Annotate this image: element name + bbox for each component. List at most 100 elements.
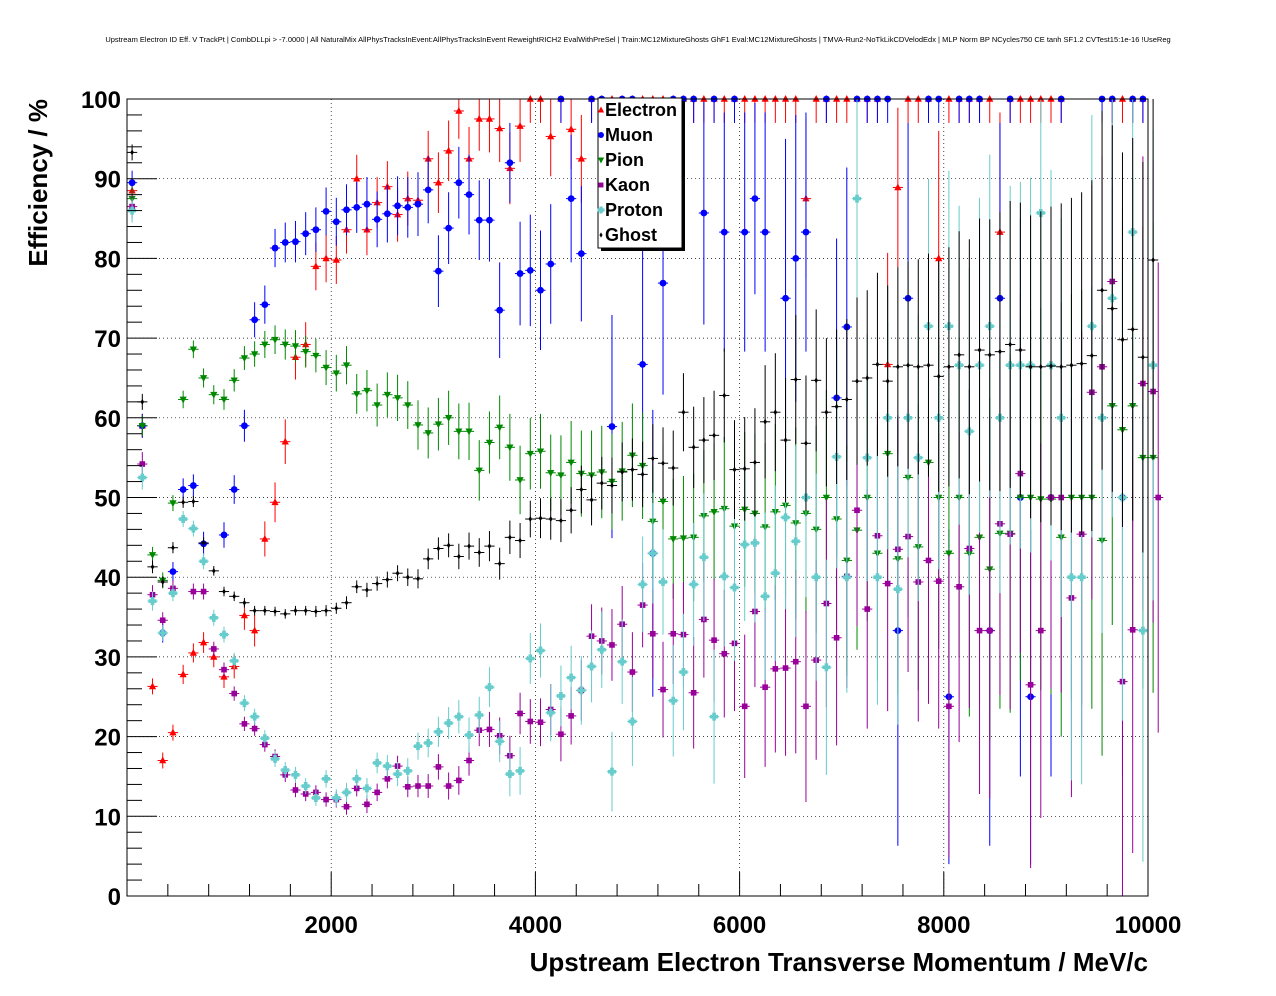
- muon-point: [761, 228, 769, 236]
- ghost-point: [232, 593, 237, 600]
- muon-point: [547, 260, 555, 268]
- ghost-point: [1008, 341, 1012, 348]
- pion-point: [547, 469, 555, 477]
- proton-point: [219, 630, 228, 639]
- y-tick-label: 60: [94, 406, 121, 433]
- ghost-point: [1018, 347, 1023, 354]
- ghost-point: [926, 362, 931, 369]
- kaon-point: [670, 630, 677, 637]
- pion-point: [373, 402, 381, 410]
- proton-point: [587, 662, 596, 671]
- ghost-point: [589, 496, 594, 503]
- pion-point: [332, 370, 340, 378]
- kaon-point: [864, 606, 871, 612]
- ghost-point: [722, 392, 727, 399]
- pion-point: [363, 387, 371, 395]
- pion-point: [271, 336, 279, 344]
- ghost-point: [487, 543, 492, 550]
- proton-point: [138, 473, 147, 482]
- ghost-point: [569, 507, 573, 514]
- kaon-point: [711, 637, 717, 643]
- pion-point: [148, 552, 157, 559]
- kaon-point: [486, 726, 493, 733]
- ghost-point: [405, 574, 410, 581]
- muon-point: [128, 179, 136, 187]
- ghost-point: [222, 588, 226, 595]
- x-tick-label: 10000: [1115, 912, 1182, 939]
- kaon-point: [925, 557, 932, 564]
- axes: 2000 4000 6000 8000 10000 0 10 20 30 40 50 60 70 80 90…: [81, 87, 1181, 939]
- electron-point: [169, 728, 177, 736]
- muon-point: [659, 279, 667, 287]
- ghost-point: [936, 373, 941, 380]
- y-tick-label: 70: [94, 326, 121, 353]
- electron-point: [526, 95, 534, 102]
- pion-point: [353, 391, 361, 398]
- electron-point: [781, 95, 790, 102]
- pion-point: [393, 395, 402, 402]
- ghost-point: [885, 378, 890, 385]
- muon-point: [465, 191, 473, 199]
- x-axis-label: Upstream Electron Transverse Momentum / …: [530, 947, 1148, 977]
- ghost-point: [1141, 354, 1145, 361]
- proton-point: [495, 737, 504, 746]
- kaon-point: [200, 588, 207, 595]
- electron-point: [353, 174, 361, 182]
- pion-point: [291, 343, 300, 351]
- legend-marker-ghost: [599, 232, 603, 238]
- proton-point: [628, 717, 637, 726]
- ghost-point: [1110, 305, 1115, 312]
- muon-point: [343, 206, 350, 214]
- ghost-point: [947, 363, 951, 370]
- pion-point: [342, 362, 351, 370]
- pion-point: [302, 348, 310, 356]
- y-axis-label: Efficiency / %: [23, 99, 53, 267]
- proton-point: [1077, 573, 1086, 582]
- ghost-point: [1090, 352, 1094, 359]
- x-tick-label: 4000: [509, 912, 562, 939]
- electron-point: [843, 95, 851, 102]
- kaon-point: [558, 731, 564, 738]
- ghost-point: [528, 516, 533, 523]
- pion-point: [475, 467, 483, 475]
- kaon-point: [721, 650, 728, 657]
- ghost-point: [814, 377, 818, 384]
- pion-point: [679, 535, 688, 543]
- ghost-point: [365, 586, 369, 593]
- pion-point: [138, 422, 146, 430]
- muon-point: [230, 486, 238, 493]
- proton-point: [434, 727, 443, 736]
- ghost-point: [916, 363, 921, 370]
- legend-marker-muon: [598, 132, 604, 138]
- proton-point: [567, 673, 576, 682]
- proton-point: [791, 537, 800, 546]
- electron-point: [445, 146, 453, 154]
- y-tick-label: 50: [94, 486, 121, 513]
- proton-point: [393, 770, 402, 779]
- electron-point: [567, 125, 575, 133]
- electron-point: [281, 437, 289, 445]
- muon-point: [424, 186, 432, 194]
- proton-point: [311, 793, 320, 802]
- proton-point: [230, 656, 239, 665]
- ghost-point: [712, 432, 716, 439]
- y-tick-label: 80: [94, 246, 121, 273]
- electron-point: [547, 132, 555, 140]
- kaon-point: [833, 634, 840, 641]
- legend-box: [597, 97, 683, 249]
- ghost-point: [763, 418, 767, 425]
- pion-point: [434, 421, 443, 429]
- proton-point: [546, 708, 555, 717]
- proton-point: [168, 589, 177, 598]
- proton-point: [659, 577, 668, 586]
- proton-point: [332, 793, 341, 802]
- proton-point: [301, 782, 310, 791]
- pion-point: [465, 428, 473, 436]
- ghost-point: [1100, 287, 1104, 294]
- muon-point: [179, 486, 187, 493]
- muon-point: [312, 226, 320, 234]
- proton-point: [505, 770, 514, 779]
- ghost-point: [579, 486, 584, 493]
- x-tick-label: 8000: [917, 912, 970, 939]
